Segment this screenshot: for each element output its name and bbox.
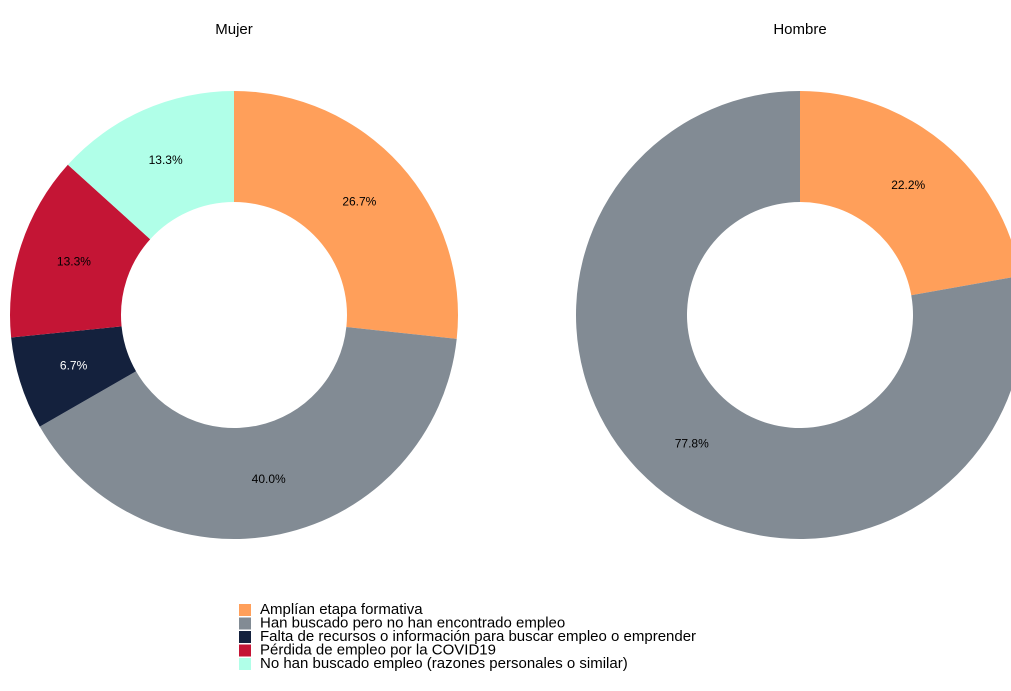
value-label: 13.3% <box>57 255 91 269</box>
legend-swatch <box>239 644 251 657</box>
legend-label: Falta de recursos o información para bus… <box>260 628 696 645</box>
legend-swatch <box>239 604 251 616</box>
donut-slice <box>11 326 137 427</box>
donut-slice <box>800 91 1011 296</box>
value-label: 26.7% <box>342 195 376 209</box>
donut-slice <box>67 91 234 240</box>
value-label: 40.0% <box>252 472 286 486</box>
legend-swatch <box>239 617 251 630</box>
legend-label: No han buscado empleo (razones personale… <box>260 655 628 672</box>
donut-slice <box>10 164 151 338</box>
donut-slice <box>576 91 1011 539</box>
legend-label: Amplían etapa formativa <box>260 601 423 618</box>
value-label: 13.3% <box>149 153 183 167</box>
value-label: 22.2% <box>891 178 925 192</box>
value-label: 6.7% <box>60 359 88 373</box>
chart-title: Hombre <box>773 21 826 38</box>
donut-slice <box>39 327 457 540</box>
legend-swatch <box>239 631 251 643</box>
chart-title: Mujer <box>215 21 253 38</box>
legend-swatch <box>239 658 251 670</box>
legend-label: Han buscado pero no han encontrado emple… <box>260 614 565 631</box>
donut-slice <box>234 91 458 339</box>
legend-label: Pérdida de empleo por la COVID19 <box>260 641 496 658</box>
value-label: 77.8% <box>675 436 709 450</box>
